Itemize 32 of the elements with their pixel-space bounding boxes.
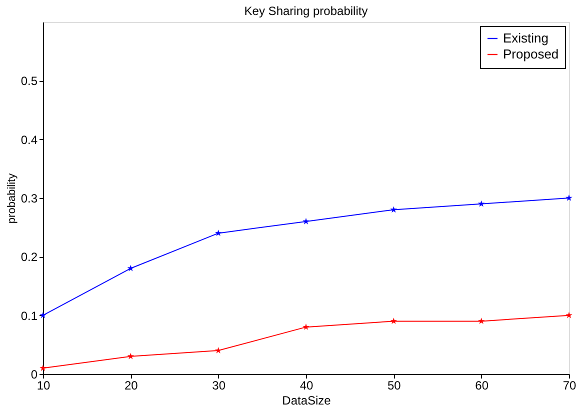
chart-title: Key Sharing probability [244,4,368,18]
y-tick-label: 0.1 [20,308,38,323]
y-tick-label: 0 [30,368,38,382]
x-tick-label: 50 [387,378,402,392]
legend-label: Existing [503,30,549,46]
x-tick-label: 70 [562,378,576,392]
x-tick-label: 60 [475,378,489,392]
y-tick-label: 0.4 [20,132,38,147]
point [214,230,222,236]
point [390,206,398,213]
point [40,312,46,318]
x-axis-title: DataSize [282,394,332,408]
x-tick-label: 20 [124,378,138,392]
y-axis-title: probability [6,172,18,224]
y-tick-label: 0.2 [20,250,38,264]
y-tick-label: 0.5 [20,74,38,88]
legend-label: Proposed [503,46,559,62]
point [302,324,310,330]
y-tick-label: 0.3 [20,192,38,206]
x-tick-label: 40 [300,378,314,392]
x-tick-label: 10 [36,378,50,392]
point [566,194,572,201]
point [390,318,398,324]
point [127,352,134,360]
point [478,318,485,324]
point [302,218,310,224]
point [40,364,46,371]
point [478,200,485,207]
x-tick-label: 30 [212,378,226,392]
point [214,346,222,354]
point [127,264,134,272]
point [566,312,572,318]
